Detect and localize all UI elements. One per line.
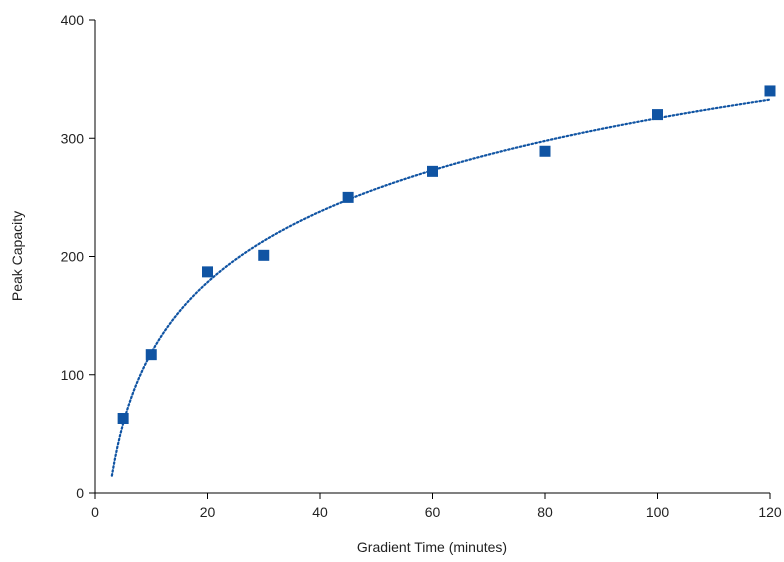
data-points [117,85,776,424]
x-tick-label: 60 [425,504,441,520]
data-point [258,249,270,261]
x-tick-label: 40 [312,504,328,520]
data-point [539,145,551,157]
y-tick-label: 400 [61,12,85,28]
trend-line [110,98,772,477]
y-axis-ticks: 0 100 200 300 400 [61,12,95,501]
y-tick-label: 300 [61,130,85,146]
x-tick-label: 80 [537,504,553,520]
data-point [652,109,663,121]
y-tick-label: 200 [61,249,85,265]
x-tick-label: 0 [91,504,99,520]
x-tick-label: 120 [758,504,782,520]
plot-area: 0 100 200 300 400 0 20 40 60 80 100 120 [61,12,782,520]
y-axis-label: Peak Capacity [9,211,25,301]
data-point [342,191,354,203]
data-point [117,413,129,424]
x-tick-label: 100 [646,504,670,520]
y-tick-label: 0 [76,485,84,501]
x-axis-label: Gradient Time (minutes) [357,539,507,555]
y-tick-label: 100 [61,367,85,383]
data-point [427,165,438,177]
data-point [145,349,157,361]
data-point [202,266,213,278]
x-axis-ticks: 0 20 40 60 80 100 120 [91,493,782,520]
x-tick-label: 20 [200,504,216,520]
data-point [764,85,776,97]
